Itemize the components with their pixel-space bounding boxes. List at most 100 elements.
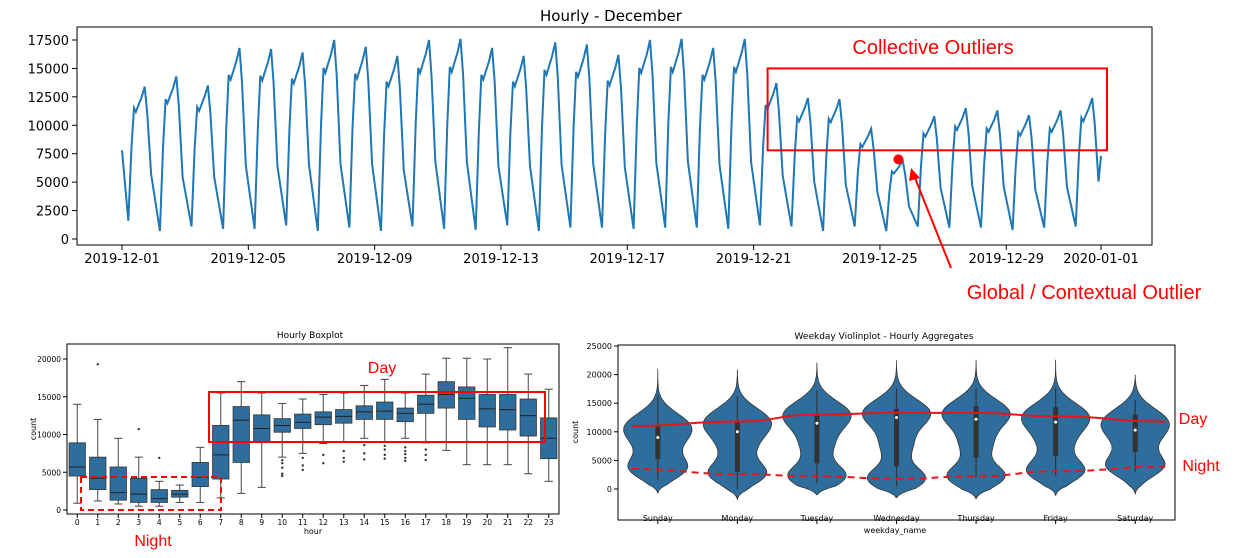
outlier-point	[424, 453, 427, 457]
violin-median	[815, 421, 819, 425]
outlier-point	[281, 466, 284, 469]
outlier-point	[404, 459, 407, 463]
outlier-point	[424, 458, 427, 462]
violin-median	[735, 430, 739, 434]
y-tick-label: 10000	[28, 119, 69, 134]
collective-outlier-box	[766, 67, 1108, 152]
x-tick-label: 17	[421, 518, 431, 527]
x-tick-label: 11	[298, 518, 308, 527]
night-label: Night	[134, 533, 172, 550]
global-outlier-label: Global / Contextual Outlier	[967, 282, 1202, 304]
x-tick-label: Tuesday	[800, 514, 834, 523]
x-tick-label: 13	[339, 518, 349, 527]
outlier-point	[281, 461, 284, 465]
boxplot-x-ticks: 0 1 2 3 4 5 6 7 8 9 10 11 12 13 14 15 16 17 18 19 20 21 22 23	[75, 514, 554, 527]
outlier-point	[342, 449, 345, 453]
x-tick-label: 2019-12-25	[842, 252, 918, 267]
day-box	[208, 391, 546, 443]
global-outlier-point	[893, 154, 904, 165]
violin-y-ticks: 0 5000 10000 15000 20000 25000	[587, 342, 618, 494]
box	[458, 386, 476, 420]
violin-day-label: Day	[1179, 411, 1207, 428]
x-tick-label: 2019-12-01	[84, 252, 160, 267]
violin-iqr	[973, 406, 979, 458]
outlier-point	[301, 468, 304, 472]
outlier-point	[363, 443, 366, 447]
x-tick-label: 2019-12-05	[211, 252, 287, 267]
outlier-point	[404, 446, 407, 449]
x-tick-label: Friday	[1044, 514, 1069, 523]
x-tick-label: 18	[441, 518, 451, 527]
x-tick-label: 16	[400, 518, 410, 527]
night-box	[80, 476, 222, 511]
x-tick-label: Wednesday	[873, 514, 920, 523]
boxplot-ylabel: count	[29, 418, 38, 441]
y-tick-label: 12500	[28, 91, 69, 106]
box	[130, 477, 148, 503]
global-outlier-arrow	[914, 177, 952, 269]
violin-night-label: Night	[1182, 458, 1220, 475]
x-tick-label: 6	[198, 518, 203, 527]
outlier-point	[322, 461, 325, 465]
y-tick-label: 7500	[36, 148, 69, 163]
x-tick-label: 5	[177, 518, 182, 527]
y-tick-label: 5000	[42, 468, 61, 477]
outlier-point	[281, 472, 284, 475]
y-tick-label: 17500	[28, 34, 69, 49]
x-tick-label: 8	[239, 518, 244, 527]
box	[355, 405, 373, 420]
x-tick-label: 2019-12-29	[968, 252, 1044, 267]
box	[478, 394, 496, 428]
x-tick-label: 9	[259, 518, 264, 527]
collective-outliers-label: Collective Outliers	[852, 37, 1013, 59]
global-outlier-arrowhead	[909, 168, 920, 181]
y-tick-label: 20000	[37, 355, 61, 364]
x-tick-label: 12	[318, 518, 328, 527]
y-tick-label: 5000	[36, 176, 69, 191]
boxplot-title: Hourly Boxplot	[277, 331, 344, 341]
y-tick-label: 0	[56, 506, 61, 515]
outlier-point	[383, 448, 386, 451]
x-tick-label: 23	[544, 518, 554, 527]
x-tick-label: 2019-12-13	[463, 252, 539, 267]
x-tick-label: 10	[277, 518, 287, 527]
x-tick-label: 2	[116, 518, 121, 527]
box	[519, 398, 537, 437]
box	[499, 394, 517, 431]
outlier-point	[342, 460, 345, 463]
x-tick-label: 4	[157, 518, 162, 527]
boxplot-xlabel: hour	[304, 527, 323, 536]
outlier-point	[424, 448, 427, 451]
x-tick-label: 19	[462, 518, 472, 527]
x-tick-label: Sunday	[643, 514, 673, 523]
violin-iqr	[894, 408, 899, 467]
violin-marks	[623, 359, 1170, 500]
night-trend-line	[631, 465, 1166, 480]
violin-iqr	[814, 413, 820, 464]
x-tick-label: 20	[482, 518, 492, 527]
box	[150, 489, 168, 503]
y-tick-label: 20000	[587, 371, 612, 380]
y-tick-label: 15000	[37, 393, 61, 402]
outlier-point	[363, 452, 366, 455]
y-tick-label: 0	[607, 485, 612, 494]
box	[294, 413, 312, 429]
x-tick-label: 14	[359, 518, 369, 527]
outlier-point	[96, 363, 99, 366]
outlier-point	[301, 456, 304, 460]
x-tick-label: 15	[380, 518, 390, 527]
violin-median	[895, 416, 898, 419]
outlier-point	[281, 474, 284, 478]
box	[89, 456, 107, 491]
x-tick-label: 3	[136, 518, 141, 527]
violin-median	[1054, 420, 1058, 424]
boxplot-marks	[68, 347, 558, 507]
violin-median	[1133, 428, 1137, 432]
violin-title: Weekday Violinplot - Hourly Aggregates	[795, 332, 974, 342]
violin-iqr	[1053, 407, 1059, 456]
y-tick-label: 15000	[28, 62, 69, 77]
outlier-point	[342, 456, 345, 460]
y-tick-label: 25000	[587, 342, 612, 351]
outlier-point	[322, 453, 325, 457]
